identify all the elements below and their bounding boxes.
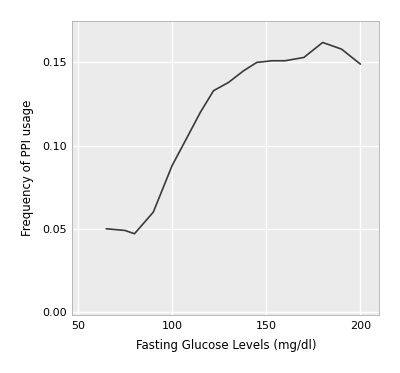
X-axis label: Fasting Glucose Levels (mg/dl): Fasting Glucose Levels (mg/dl) (136, 339, 316, 352)
Y-axis label: Frequency of PPI usage: Frequency of PPI usage (21, 100, 34, 236)
